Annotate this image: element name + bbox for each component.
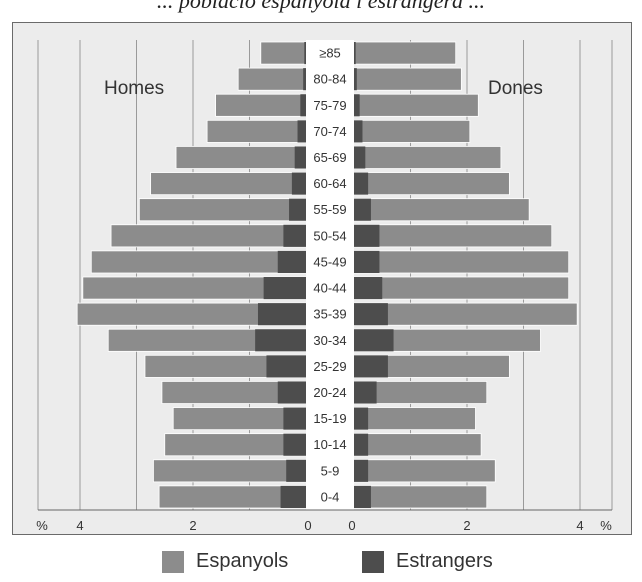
bar-dones-espanyols [353,485,488,509]
legend-item-espanyols: Espanyols [162,550,288,573]
bar-dones-estrangers [354,120,363,143]
legend-item-estrangers: Estrangers [362,550,493,573]
legend-label-estrangers: Estrangers [396,550,493,572]
age-group-label: 35-39 [313,307,346,322]
bar-dones-espanyols [353,146,502,169]
bar-homes-estrangers [297,120,306,143]
age-group-label: 80-84 [313,72,346,87]
bar-homes-espanyols [260,41,307,65]
bar-homes-espanyols [206,119,307,143]
bar-homes-espanyols [110,224,307,248]
bar-dones-estrangers [354,42,356,65]
age-group-label: 30-34 [313,333,346,348]
legend-swatch-estrangers [362,550,384,573]
bar-dones-estrangers [354,198,371,221]
age-group-label: 55-59 [313,202,346,217]
legend: Espanyols Estrangers [0,550,642,582]
bar-homes-estrangers [255,329,306,352]
bar-homes-estrangers [294,146,306,169]
age-group-label: 60-64 [313,176,346,191]
bar-homes-estrangers [280,485,306,508]
bar-dones-espanyols [353,459,496,483]
x-tick-label-dones: 0 [348,518,355,533]
bar-homes-estrangers [304,42,306,65]
x-tick-label-dones: 2 [463,518,470,533]
bar-dones-espanyols [353,224,553,248]
bar-homes-estrangers [283,433,306,456]
bar-dones-estrangers [354,303,388,326]
x-tick-label-dones: 4 [576,518,583,533]
population-pyramid-chart: 0-4 5-9 10-14 15-19 20-24 25-29 30-34 35-39 40-4… [36,40,613,533]
bar-dones-espanyols [353,172,510,196]
bar-homes-espanyols [175,146,307,169]
age-label-band [306,40,354,510]
legend-swatch-espanyols [162,550,184,573]
age-group-label: 15-19 [313,411,346,426]
bar-homes-estrangers [286,459,306,482]
bar-homes-espanyols [90,250,307,274]
age-group-label: 40-44 [313,281,346,296]
bar-dones-estrangers [354,146,366,169]
bar-homes-espanyols [153,459,307,483]
bar-dones-estrangers [354,407,369,430]
bar-dones-espanyols [353,198,530,222]
bar-homes-estrangers [263,277,306,300]
bar-homes-estrangers [289,198,306,221]
bar-dones-estrangers [354,485,371,508]
bar-homes-espanyols [138,198,307,222]
bar-homes-estrangers [303,68,306,91]
age-group-label: 5-9 [321,463,340,478]
bar-dones-espanyols [353,93,479,117]
bar-homes-estrangers [300,94,306,117]
bar-dones-estrangers [354,224,380,247]
bar-dones-estrangers [354,277,383,300]
label-dones: Dones [488,78,543,99]
age-group-label: 10-14 [313,437,346,452]
age-group-label: 65-69 [313,150,346,165]
bar-dones-espanyols [353,67,462,91]
bar-homes-estrangers [257,303,306,326]
bar-dones-espanyols [353,119,471,143]
bar-dones-estrangers [354,250,380,273]
x-tick-label-homes: 0 [304,518,311,533]
bar-dones-estrangers [354,329,394,352]
bar-homes-espanyols [237,67,307,91]
bar-homes-estrangers [283,407,306,430]
age-group-label: 0-4 [321,489,340,504]
age-group-label: 70-74 [313,124,346,139]
bar-homes-estrangers [277,381,306,404]
bar-dones-espanyols [353,250,570,274]
age-group-label: 20-24 [313,385,346,400]
x-unit-label-left: % [36,518,48,533]
bar-dones-espanyols [353,41,457,65]
age-group-label: 25-29 [313,359,346,374]
bar-dones-espanyols [353,407,476,431]
bar-dones-espanyols [353,276,570,300]
age-group-label: 75-79 [313,98,346,113]
age-group-label: ≥85 [319,46,341,61]
bar-dones-estrangers [354,381,377,404]
x-unit-label-right: % [600,518,612,533]
bar-dones-estrangers [354,355,388,378]
age-group-label: 50-54 [313,228,346,243]
bar-dones-estrangers [354,433,369,456]
legend-label-espanyols: Espanyols [196,550,289,572]
bar-dones-estrangers [354,172,369,195]
bar-homes-estrangers [266,355,306,378]
bar-homes-estrangers [291,172,306,195]
bar-homes-espanyols [215,93,307,117]
bar-homes-estrangers [277,250,306,273]
bar-homes-estrangers [283,224,306,247]
bar-homes-espanyols [150,172,307,196]
bar-dones-estrangers [354,459,369,482]
x-tick-label-homes: 4 [76,518,83,533]
bar-dones-estrangers [354,94,360,117]
label-homes: Homes [104,78,164,99]
x-tick-label-homes: 2 [189,518,196,533]
bar-dones-espanyols [353,433,482,457]
bar-dones-estrangers [354,68,357,91]
age-group-label: 45-49 [313,254,346,269]
chart-title-fragment: ... població espanyola i estrangera ... [156,0,486,13]
